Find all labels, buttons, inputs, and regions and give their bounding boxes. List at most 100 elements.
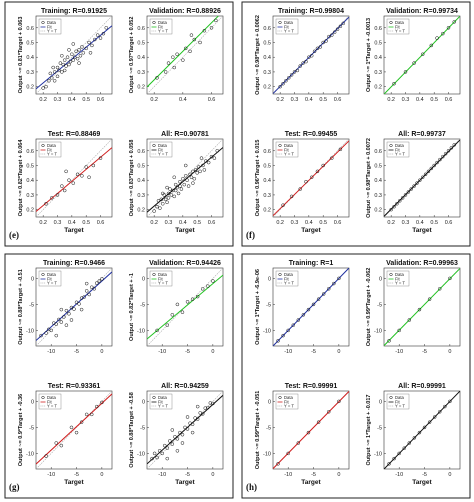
data-point (312, 49, 317, 54)
data-point (446, 26, 451, 30)
data-point (321, 292, 326, 296)
data-point (318, 45, 323, 49)
y-axis-label: Output ~= 1*Target + -0.0013 (366, 18, 372, 92)
data-point (60, 70, 64, 74)
data-point (395, 202, 399, 206)
data-point (423, 172, 428, 177)
data-point (181, 58, 185, 62)
x-tick-label: 0.6 (208, 97, 216, 103)
data-point (311, 302, 316, 307)
data-point (54, 322, 59, 326)
legend-identity-label: Y = T (395, 404, 405, 409)
x-tick-label: -10 (395, 349, 403, 355)
plot-area (273, 16, 349, 94)
data-point (152, 209, 156, 213)
data-point (77, 61, 81, 65)
data-point (289, 194, 294, 199)
legend-identity-label: Y = T (158, 29, 168, 34)
data-point (327, 34, 331, 39)
data-point (170, 428, 175, 432)
data-point (55, 65, 60, 70)
y-tick-label: -5 (140, 302, 145, 308)
data-point (211, 401, 215, 406)
x-tick-label: 0.5 (82, 220, 90, 226)
data-point (168, 187, 172, 191)
y-tick-label: 0.3 (26, 193, 34, 199)
data-point (67, 178, 71, 182)
y-tick-label: -5 (377, 425, 382, 431)
x-tick-label: 0.4 (305, 97, 313, 103)
legend-fit-label: Fit (284, 277, 289, 282)
data-point (324, 39, 328, 43)
legend-data-marker (152, 395, 156, 400)
subplot-title: Validation: R=0.99734 (386, 8, 458, 15)
data-point (198, 169, 202, 174)
data-point (398, 199, 402, 203)
y-axis-label: Output ~= 1*Target + -0.017 (366, 395, 372, 466)
data-point (101, 31, 106, 36)
data-point (49, 328, 53, 333)
x-tick-label: 0.6 (445, 97, 453, 103)
data-point (165, 185, 169, 190)
data-point (289, 73, 294, 77)
data-point (77, 48, 81, 52)
data-point (392, 204, 396, 209)
data-point (175, 185, 179, 190)
data-point (301, 313, 306, 317)
y-tick-label: 0 (31, 276, 34, 282)
data-point (165, 323, 170, 327)
data-point (178, 184, 182, 188)
data-point (75, 56, 80, 61)
data-point (432, 163, 436, 168)
data-point (338, 147, 343, 152)
data-point (403, 193, 408, 197)
data-point (185, 415, 190, 419)
data-point (427, 297, 432, 301)
data-point (69, 425, 74, 430)
data-point (192, 37, 197, 42)
data-point (180, 432, 185, 437)
plot-area (36, 268, 112, 346)
legend-fit-label: Fit (47, 148, 52, 153)
y-tick-label: -5 (29, 425, 34, 431)
data-point (89, 285, 94, 289)
y-tick-label: 0.5 (374, 40, 382, 46)
x-tick-label: 0.5 (319, 97, 327, 103)
data-point (183, 163, 188, 168)
x-tick-label: -10 (158, 472, 166, 478)
subplot-title: Training: R=0.91925 (41, 8, 107, 15)
data-point (160, 451, 164, 456)
plot-area (36, 139, 112, 217)
subplot-title: Test: R=0.99991 (285, 383, 338, 390)
y-axis-label: Output ~= 0.98*Target + 0.0062 (255, 15, 261, 95)
y-tick-label: -10 (26, 328, 34, 334)
data-point (69, 318, 74, 322)
data-point (84, 412, 89, 417)
data-point (162, 443, 167, 448)
y-axis-label: Output ~= 0.9*Target + -0.36 (18, 394, 24, 467)
x-tick-label: 0 (100, 349, 103, 355)
data-point (332, 281, 336, 286)
subplot-title: Test: R=0.99455 (285, 131, 338, 138)
regression-subplot: Validation: R=0.88926 0.2 0.4 0.6 0.2 0.3 0.4 0… (129, 8, 224, 103)
x-axis-label: Target (64, 227, 84, 234)
data-point (321, 40, 325, 45)
y-tick-label: -10 (374, 451, 382, 457)
legend-fit-label: Fit (47, 25, 52, 30)
x-tick-label: -5 (422, 349, 427, 355)
identity-line (36, 391, 112, 469)
data-point (203, 406, 208, 410)
legend-data-marker (278, 20, 282, 25)
legend-fit-label: Fit (158, 277, 163, 282)
x-tick-label: -10 (395, 472, 403, 478)
data-point (448, 399, 452, 404)
data-point (90, 43, 94, 48)
x-tick-label: 0.6 (208, 220, 216, 226)
data-point (175, 302, 180, 307)
legend-data-marker (41, 20, 45, 25)
